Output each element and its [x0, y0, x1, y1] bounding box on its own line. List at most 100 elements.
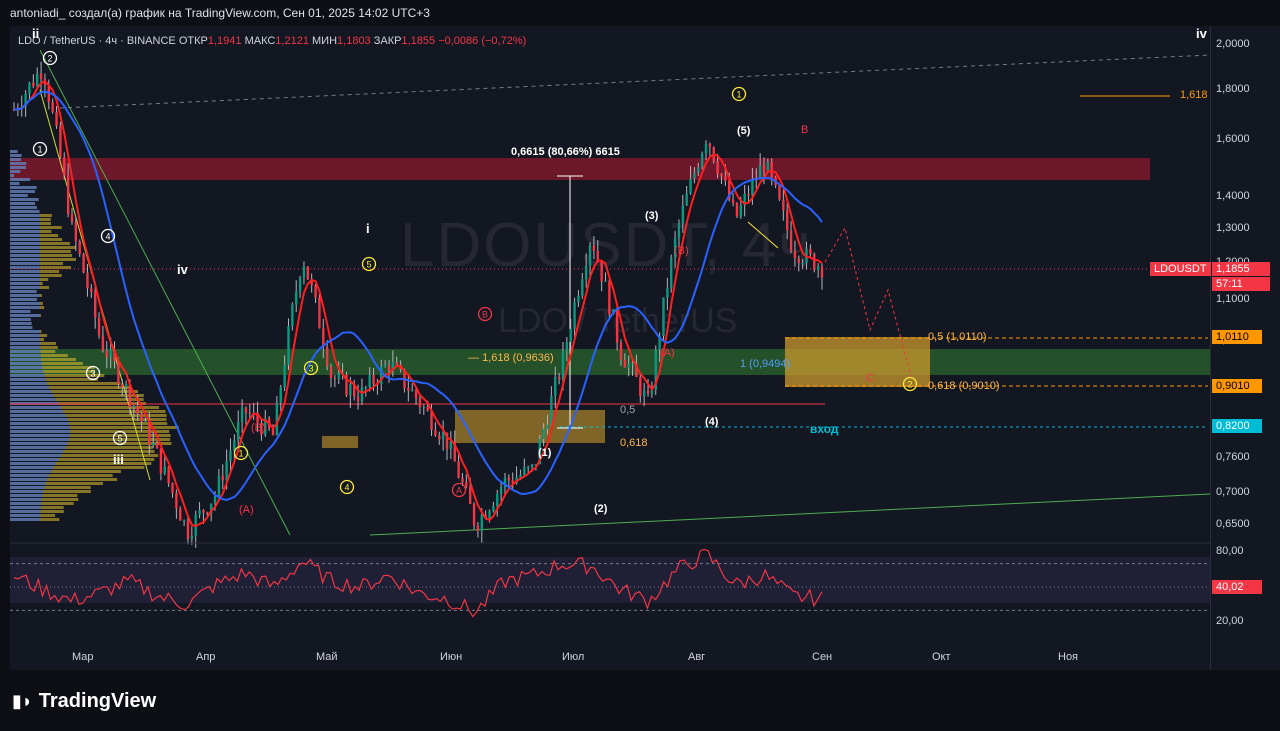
- candle-body: [678, 223, 680, 238]
- profile-bar-blue: [10, 390, 51, 393]
- candle-body: [396, 362, 398, 365]
- candle-body: [593, 245, 595, 251]
- candle-body: [303, 267, 305, 278]
- wave-iv-top: iv: [1196, 26, 1207, 41]
- profile-bar-blue: [10, 262, 40, 265]
- profile-bar-blue: [10, 366, 42, 369]
- small-zone: [322, 436, 358, 448]
- time-tick: Июн: [440, 651, 462, 663]
- price-tick: 1,6000: [1216, 133, 1250, 145]
- profile-bar-blue: [10, 190, 35, 193]
- candle-body: [233, 441, 235, 451]
- candle-body: [206, 513, 208, 514]
- candle-body: [171, 483, 173, 493]
- candle-body: [109, 349, 111, 357]
- candle-body: [326, 347, 328, 367]
- profile-bar-blue: [10, 502, 41, 505]
- legend-close: 1,1855: [401, 35, 435, 47]
- candle-body: [51, 102, 53, 111]
- candle-body: [709, 144, 711, 148]
- candle-body: [330, 367, 332, 378]
- fib-1618-label: — 1,618 (0,9636): [468, 352, 554, 364]
- profile-bar-blue: [10, 506, 41, 509]
- ohlc-legend[interactable]: LDO / TetherUS · 4ч · BINANCE ОТКР1,1941…: [18, 35, 526, 47]
- candle-body: [778, 185, 780, 199]
- small-05-label: 0,5: [620, 404, 635, 416]
- profile-bar-blue: [10, 350, 41, 353]
- candle-body: [705, 144, 707, 154]
- candle-body: [519, 475, 521, 477]
- candle-body: [237, 422, 239, 441]
- profile-bar-blue: [10, 354, 41, 357]
- candles-layer: [13, 62, 823, 548]
- profile-bar-blue: [10, 410, 63, 413]
- candle-body: [137, 406, 139, 414]
- legend-symbol[interactable]: LDO / TetherUS · 4ч · BINANCE: [18, 35, 176, 47]
- candle-body: [701, 154, 703, 168]
- fib-1618-value: 1,618 (0,9636): [482, 352, 554, 364]
- candle-body: [423, 407, 425, 408]
- candle-body: [763, 166, 765, 172]
- candle-body: [527, 467, 529, 468]
- candle-body: [732, 200, 734, 203]
- candle-body: [558, 377, 560, 380]
- profile-bar-blue: [10, 474, 49, 477]
- profile-bar-blue: [10, 246, 40, 249]
- profile-bar-blue: [10, 286, 40, 289]
- candle-body: [801, 263, 803, 264]
- profile-bar-blue: [10, 446, 66, 449]
- candle-body: [187, 521, 189, 539]
- profile-bar-blue: [10, 242, 40, 245]
- price-tick: 0,7600: [1216, 451, 1250, 463]
- profile-bar-blue: [10, 458, 58, 461]
- candle-body: [164, 467, 166, 474]
- legend-open: 1,1941: [208, 35, 242, 47]
- profile-bar-blue: [10, 294, 40, 297]
- candle-body: [577, 296, 579, 302]
- candle-body: [481, 515, 483, 531]
- profile-bar-blue: [10, 166, 26, 169]
- candle-body: [434, 430, 436, 435]
- candle-body: [426, 407, 428, 410]
- price-tick: 1,1000: [1216, 293, 1250, 305]
- candle-body: [307, 267, 309, 280]
- legend-open-label: ОТКР: [179, 35, 208, 47]
- candle-body: [670, 257, 672, 288]
- candle-body: [299, 278, 301, 292]
- time-tick: Май: [316, 651, 338, 663]
- price-tick: 1,4000: [1216, 190, 1250, 202]
- profile-bar-blue: [10, 510, 41, 513]
- profile-bar-blue: [10, 210, 40, 213]
- tradingview-logo[interactable]: ▮◗ TradingView: [12, 690, 156, 713]
- wave-iii: iii: [113, 452, 124, 467]
- profile-bar-blue: [10, 270, 40, 273]
- wave-C: C: [866, 372, 874, 384]
- candle-body: [245, 407, 247, 412]
- candle-body: [573, 302, 575, 329]
- candle-body: [202, 510, 204, 512]
- rsi-tick: 20,00: [1216, 615, 1244, 627]
- profile-bar-blue: [10, 322, 32, 325]
- candle-body: [318, 298, 320, 329]
- candle-body: [817, 267, 819, 271]
- candle-body: [365, 387, 367, 388]
- legend-low: 1,1803: [337, 35, 371, 47]
- price-axis[interactable]: [1210, 26, 1280, 670]
- profile-bar-blue: [10, 418, 67, 421]
- profile-bar-blue: [10, 386, 49, 389]
- profile-bar-blue: [10, 462, 56, 465]
- profile-bar-blue: [10, 362, 42, 365]
- candle-body: [554, 377, 556, 396]
- candle-body: [372, 375, 374, 384]
- profile-bar-blue: [10, 486, 44, 489]
- profile-bar-blue: [10, 306, 40, 309]
- candle-body: [67, 175, 69, 214]
- candle-body: [75, 222, 77, 241]
- wave-i: i: [366, 221, 370, 236]
- profile-bar-blue: [10, 490, 43, 493]
- candle-body: [140, 414, 142, 422]
- price-tick: 0,6500: [1216, 518, 1250, 530]
- profile-bar-blue: [10, 342, 40, 345]
- legend-low-label: МИН: [312, 35, 337, 47]
